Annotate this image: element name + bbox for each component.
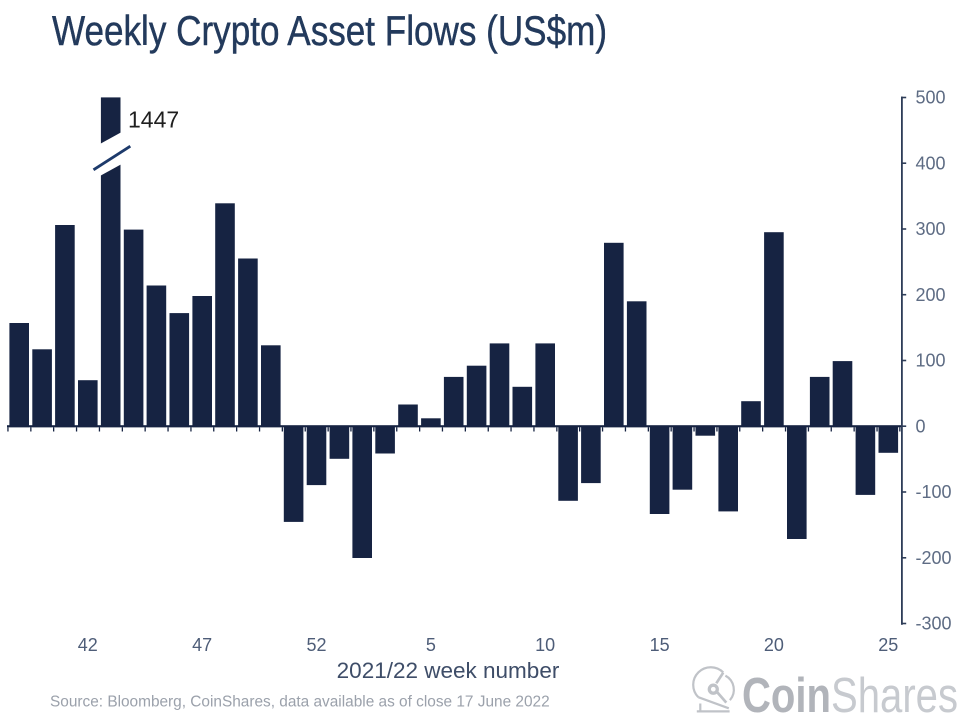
svg-text:52: 52 bbox=[306, 635, 326, 655]
svg-text:100: 100 bbox=[916, 351, 946, 371]
svg-text:47: 47 bbox=[192, 635, 212, 655]
svg-text:42: 42 bbox=[78, 635, 98, 655]
svg-text:10: 10 bbox=[535, 635, 555, 655]
svg-text:Source: Bloomberg, CoinShares,: Source: Bloomberg, CoinShares, data avai… bbox=[50, 694, 550, 711]
svg-text:Coin: Coin bbox=[742, 668, 831, 722]
svg-text:400: 400 bbox=[916, 153, 946, 173]
svg-text:Shares: Shares bbox=[831, 668, 958, 722]
svg-text:-100: -100 bbox=[916, 482, 952, 502]
svg-text:15: 15 bbox=[650, 635, 670, 655]
svg-text:1447: 1447 bbox=[128, 107, 179, 133]
svg-text:5: 5 bbox=[426, 635, 436, 655]
svg-text:500: 500 bbox=[916, 88, 946, 108]
svg-text:200: 200 bbox=[916, 285, 946, 305]
svg-text:20: 20 bbox=[764, 635, 784, 655]
svg-text:Weekly Crypto Asset Flows (US$: Weekly Crypto Asset Flows (US$m) bbox=[52, 7, 607, 54]
svg-text:-200: -200 bbox=[916, 548, 952, 568]
svg-text:25: 25 bbox=[878, 635, 898, 655]
svg-text:300: 300 bbox=[916, 219, 946, 239]
svg-text:2021/22 week number: 2021/22 week number bbox=[337, 658, 560, 683]
svg-text:-300: -300 bbox=[916, 614, 952, 634]
svg-text:0: 0 bbox=[916, 416, 926, 436]
